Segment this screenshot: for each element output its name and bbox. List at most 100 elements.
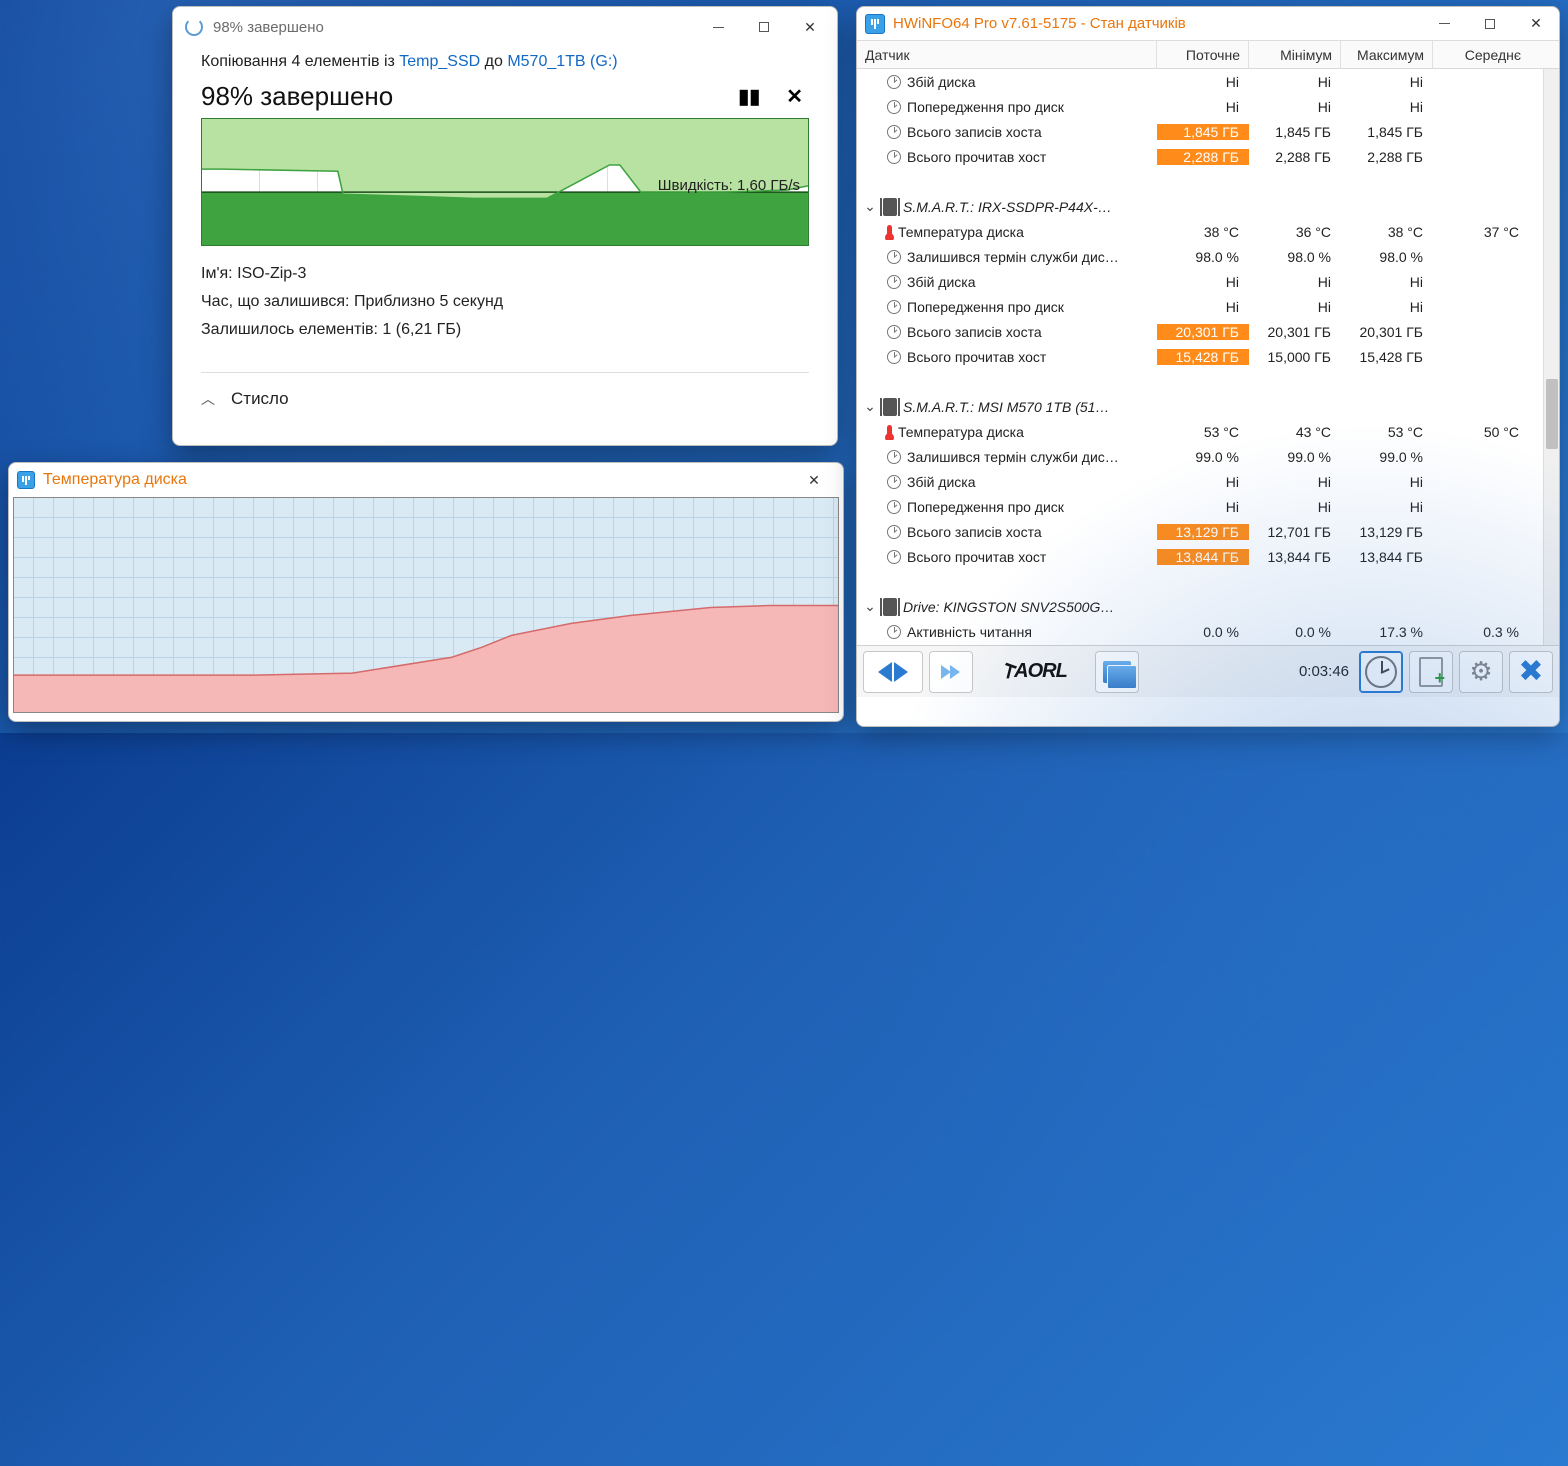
sensor-group-header[interactable]: ⌄ S.M.A.R.T.: MSI M570 1TB (51…	[857, 394, 1559, 419]
clock-icon	[887, 500, 901, 514]
sensor-table-body[interactable]: Збій дискаНіНіНіПопередження про дискНіН…	[857, 69, 1559, 645]
cell: 1,845 ГБ	[1249, 124, 1341, 140]
cell: Ні	[1341, 274, 1433, 290]
cell: 99.0 %	[1249, 449, 1341, 465]
collapse-icon[interactable]: ⌄	[863, 198, 877, 215]
sensor-row[interactable]: Всього записів хоста1,845 ГБ1,845 ГБ1,84…	[857, 119, 1559, 144]
sensor-row[interactable]: Попередження про дискНіНіНі	[857, 494, 1559, 519]
cancel-button[interactable]: ✕	[786, 84, 803, 109]
cell: Ні	[1249, 474, 1341, 490]
destination-link[interactable]: M570_1TB (G:)	[507, 53, 617, 70]
maximize-button[interactable]	[741, 11, 787, 43]
settings-button[interactable]: ⚙	[1459, 651, 1503, 693]
toolbar: 𐌕AORL 0:03:46 ⚙ ✖	[857, 645, 1559, 697]
sensor-label: Залишився термін служби дис…	[907, 249, 1119, 265]
scrollbar[interactable]	[1543, 69, 1559, 645]
minimize-button[interactable]	[1421, 8, 1467, 40]
close-button[interactable]: ✕	[787, 11, 833, 43]
drive-icon	[883, 598, 897, 616]
sensor-group-header[interactable]: ⌄S.M.A.R.T.: IRX-SSDPR-P44X-…	[857, 194, 1559, 219]
hwinfo-sensors-window: HWiNFO64 Pro v7.61-5175 - Стан датчиків …	[856, 6, 1560, 727]
window-title: 98% завершено	[213, 19, 324, 36]
clock-button[interactable]	[1359, 651, 1403, 693]
titlebar[interactable]: 98% завершено ✕	[173, 7, 837, 47]
cell: 98.0 %	[1249, 249, 1341, 265]
sensor-row[interactable]: Активність читання0.0 %0.0 %17.3 %0.3 %	[857, 619, 1559, 644]
sensor-label: Температура диска	[898, 424, 1024, 440]
maximize-button[interactable]	[1467, 8, 1513, 40]
col-max[interactable]: Максимум	[1341, 41, 1433, 68]
cell: Ні	[1157, 299, 1249, 315]
cell: 0.0 %	[1157, 624, 1249, 640]
sensor-row[interactable]: Попередження про дискНіНіНі	[857, 294, 1559, 319]
collapse-toggle[interactable]: ︿ Стисло	[201, 372, 809, 409]
cell: Ні	[1341, 499, 1433, 515]
sensor-row[interactable]: Збій дискаНіНіНі	[857, 469, 1559, 494]
sensor-row[interactable]: Всього прочитав хост13,844 ГБ13,844 ГБ13…	[857, 544, 1559, 569]
titlebar[interactable]: Температура диска ✕	[9, 463, 843, 497]
sensor-row[interactable]: Температура диска53 °C43 °C53 °C50 °C	[857, 419, 1559, 444]
cell: Ні	[1249, 299, 1341, 315]
group-label: S.M.A.R.T.: MSI M570 1TB (51…	[903, 399, 1109, 415]
col-sensor[interactable]: Датчик	[857, 41, 1157, 68]
collapse-icon[interactable]: ⌄	[863, 598, 877, 615]
cell: Ні	[1249, 99, 1341, 115]
sensor-row[interactable]: Збій дискаНіНіНі	[857, 69, 1559, 94]
col-min[interactable]: Мінімум	[1249, 41, 1341, 68]
sensor-label: Всього записів хоста	[907, 524, 1042, 540]
copy-prefix: Копіювання 4 елементів із	[201, 53, 399, 70]
time-value: Приблизно 5 секунд	[354, 293, 503, 310]
sensor-group-header[interactable]: ⌄Drive: KINGSTON SNV2S500G…	[857, 594, 1559, 619]
clock-icon	[887, 275, 901, 289]
sensor-row[interactable]: Всього записів хоста13,129 ГБ12,701 ГБ13…	[857, 519, 1559, 544]
close-button[interactable]: ✕	[791, 464, 837, 496]
sensor-row[interactable]: Всього прочитав хост2,288 ГБ2,288 ГБ2,28…	[857, 144, 1559, 169]
chevron-up-icon: ︿	[201, 389, 215, 409]
source-link[interactable]: Temp_SSD	[399, 53, 480, 70]
sensor-row[interactable]: Всього записів хоста20,301 ГБ20,301 ГБ20…	[857, 319, 1559, 344]
sensor-label: Всього записів хоста	[907, 124, 1042, 140]
sensor-row[interactable]: Залишився термін служби дис… 98.0 %98.0 %…	[857, 244, 1559, 269]
sensor-row[interactable]: Всього прочитав хост15,428 ГБ15,000 ГБ15…	[857, 344, 1559, 369]
time-remaining-row: Час, що залишився: Приблизно 5 секунд	[201, 288, 809, 316]
progress-spinner-icon	[185, 18, 203, 36]
close-tool-button[interactable]: ✖	[1509, 651, 1553, 693]
cell: Ні	[1249, 74, 1341, 90]
pause-button[interactable]: ▮▮	[738, 84, 760, 109]
scrollbar-thumb[interactable]	[1546, 379, 1558, 449]
sensor-row[interactable]: Залишився термін служби дис…99.0 %99.0 %…	[857, 444, 1559, 469]
clock-icon	[887, 525, 901, 539]
monitors-button[interactable]	[1095, 651, 1139, 693]
cell: 13,844 ГБ	[1157, 549, 1249, 565]
cell: 17.3 %	[1341, 624, 1433, 640]
sensor-row[interactable]: Попередження про дискНіНіНі	[857, 94, 1559, 119]
sensor-label: Залишився термін служби дис…	[907, 449, 1119, 465]
cell: 13,844 ГБ	[1249, 549, 1341, 565]
log-button[interactable]	[1409, 651, 1453, 693]
nav-back-forward-button[interactable]	[863, 651, 923, 693]
cell: 37 °C	[1433, 224, 1529, 240]
collapse-icon[interactable]: ⌄	[863, 398, 877, 415]
close-button[interactable]: ✕	[1513, 8, 1559, 40]
col-current[interactable]: Поточне	[1157, 41, 1249, 68]
clock-icon	[887, 450, 901, 464]
titlebar[interactable]: HWiNFO64 Pro v7.61-5175 - Стан датчиків …	[857, 7, 1559, 41]
clock-icon	[887, 475, 901, 489]
cell: 36 °C	[1249, 224, 1341, 240]
cell: 0.0 %	[1249, 624, 1341, 640]
sensor-label: Збій диска	[907, 274, 976, 290]
sensor-label: Всього прочитав хост	[907, 149, 1046, 165]
nav-collapse-button[interactable]	[929, 651, 973, 693]
cell: 53 °C	[1157, 424, 1249, 440]
sensor-row[interactable]: Збій дискаНіНіНі	[857, 269, 1559, 294]
copy-description: Копіювання 4 елементів із Temp_SSD до M5…	[201, 53, 809, 71]
sensor-row[interactable]: Температура диска38 °C36 °C38 °C37 °C	[857, 219, 1559, 244]
col-avg[interactable]: Середнє	[1433, 41, 1529, 68]
minimize-button[interactable]	[695, 11, 741, 43]
cell: 15,428 ГБ	[1341, 349, 1433, 365]
cell: 1,845 ГБ	[1157, 124, 1249, 140]
cell: 98.0 %	[1157, 249, 1249, 265]
cell: Ні	[1249, 274, 1341, 290]
column-headers[interactable]: Датчик Поточне Мінімум Максимум Середнє	[857, 41, 1559, 69]
cell: 13,129 ГБ	[1341, 524, 1433, 540]
